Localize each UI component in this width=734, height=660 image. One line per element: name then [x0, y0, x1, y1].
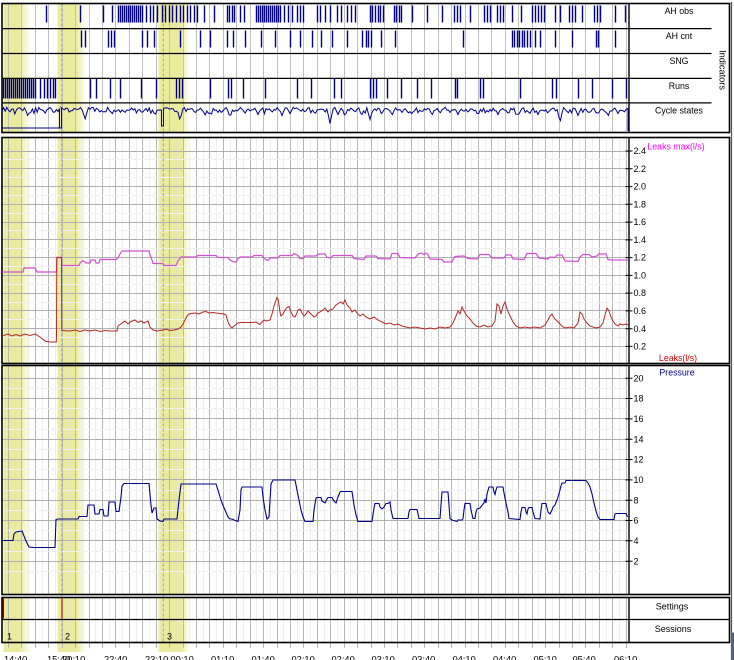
svg-text:8: 8 — [634, 495, 639, 505]
svg-text:18: 18 — [634, 394, 644, 404]
svg-text:22:40: 22:40 — [104, 655, 127, 660]
svg-text:01:10: 01:10 — [211, 655, 234, 660]
svg-text:1.4: 1.4 — [634, 235, 647, 245]
svg-text:1.8: 1.8 — [634, 199, 647, 209]
svg-text:AH cnt: AH cnt — [666, 31, 693, 41]
svg-text:12: 12 — [634, 455, 644, 465]
svg-text:0.6: 0.6 — [634, 306, 647, 316]
svg-text:Leaks max(l/s): Leaks max(l/s) — [647, 142, 704, 152]
svg-text:1.0: 1.0 — [634, 271, 647, 281]
svg-text:2.0: 2.0 — [634, 182, 647, 192]
svg-text:Settings: Settings — [656, 602, 689, 612]
svg-text:00:10: 00:10 — [171, 655, 194, 660]
svg-text:20: 20 — [634, 373, 644, 383]
svg-text:03:10: 03:10 — [372, 655, 395, 660]
svg-text:6: 6 — [634, 516, 639, 526]
svg-text:SNG: SNG — [669, 56, 688, 66]
svg-text:Cycle states: Cycle states — [655, 105, 704, 115]
svg-text:0.8: 0.8 — [634, 288, 647, 298]
svg-text:03:40: 03:40 — [412, 655, 435, 660]
svg-text:14:40: 14:40 — [4, 655, 27, 660]
svg-text:14: 14 — [634, 434, 644, 444]
svg-text:Leaks(l/s): Leaks(l/s) — [659, 353, 697, 363]
svg-text:20:10: 20:10 — [62, 655, 85, 660]
svg-text:4: 4 — [634, 536, 639, 546]
svg-text:05:40: 05:40 — [573, 655, 596, 660]
svg-text:0.4: 0.4 — [634, 324, 647, 334]
svg-text:0.2: 0.2 — [634, 342, 647, 352]
svg-text:02:40: 02:40 — [332, 655, 355, 660]
svg-text:1: 1 — [7, 632, 12, 642]
svg-text:02:10: 02:10 — [292, 655, 315, 660]
svg-text:01:40: 01:40 — [252, 655, 275, 660]
svg-text:06:10: 06:10 — [614, 655, 637, 660]
svg-text:05:10: 05:10 — [534, 655, 557, 660]
svg-text:2: 2 — [65, 632, 70, 642]
svg-text:Runs: Runs — [669, 81, 690, 91]
svg-text:16: 16 — [634, 414, 644, 424]
svg-text:04:10: 04:10 — [453, 655, 476, 660]
svg-text:3: 3 — [167, 632, 172, 642]
svg-text:04:40: 04:40 — [493, 655, 516, 660]
svg-text:15:40: 15:40 — [47, 655, 70, 660]
svg-text:2.2: 2.2 — [634, 164, 647, 174]
svg-text:10: 10 — [634, 475, 644, 485]
svg-text:2: 2 — [634, 556, 639, 566]
svg-text:Indicators: Indicators — [718, 50, 728, 90]
svg-text:2.4: 2.4 — [634, 146, 647, 156]
svg-text:1.2: 1.2 — [634, 253, 647, 263]
svg-text:Sessions: Sessions — [655, 624, 692, 634]
svg-text:Pressure: Pressure — [659, 368, 694, 378]
svg-text:23:10: 23:10 — [145, 655, 168, 660]
svg-text:1.6: 1.6 — [634, 217, 647, 227]
svg-text:AH obs: AH obs — [665, 6, 694, 16]
